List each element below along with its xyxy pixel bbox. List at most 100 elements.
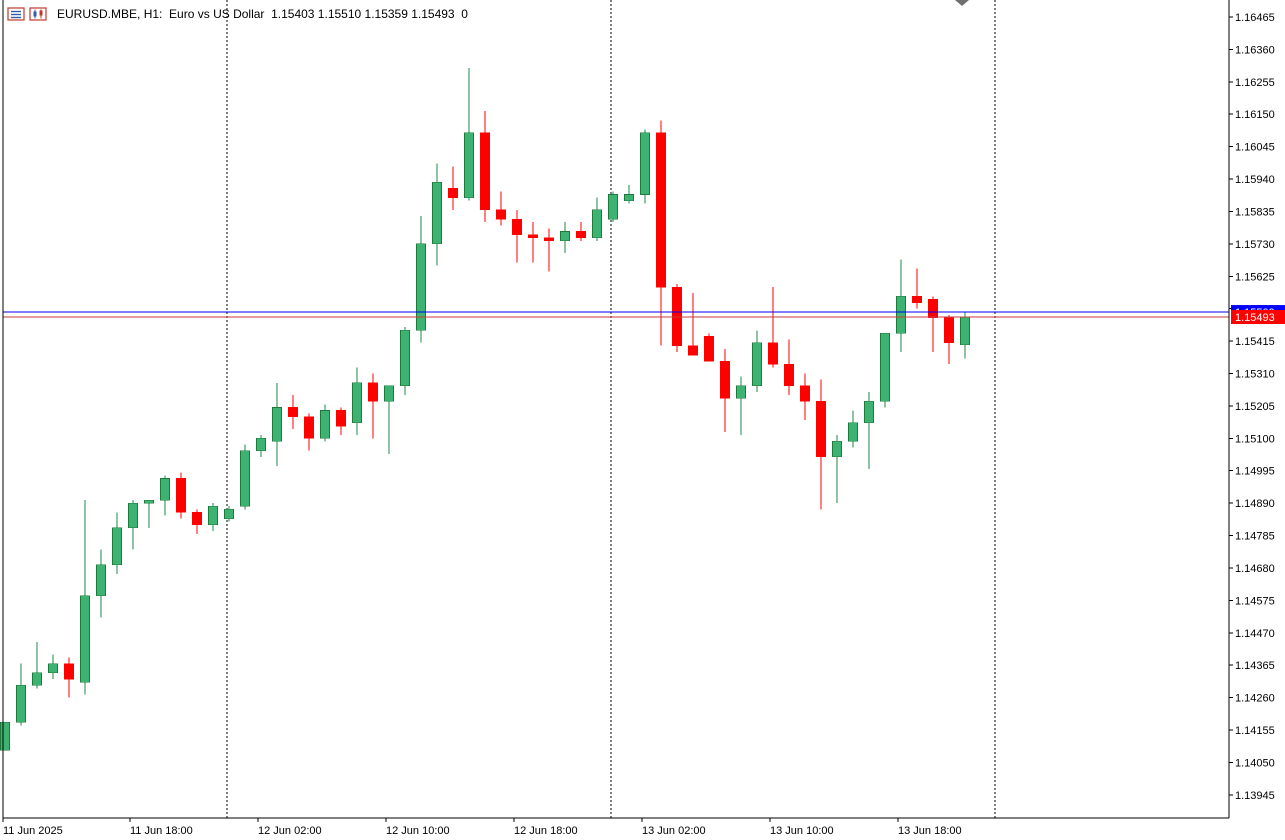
candle-body [720,360,730,399]
y-tick-label: 1.14470 [1235,628,1275,640]
y-tick-label: 1.14050 [1235,757,1275,769]
y-tick-label: 1.16150 [1235,109,1275,121]
candle-body [32,672,42,686]
candle [944,314,954,365]
candle [448,166,458,210]
candle-body [784,363,794,387]
candle [256,435,266,457]
candle-body [432,181,442,245]
candle [16,663,26,726]
y-tick-label: 1.15835 [1235,206,1275,218]
candle-body [944,317,954,343]
candle [464,67,474,201]
y-tick-label: 1.15940 [1235,174,1275,186]
candle-body [592,209,602,238]
x-tick-label: 12 Jun 18:00 [514,825,578,837]
candle-body [384,385,394,402]
candle [96,549,106,618]
candle [160,475,170,516]
candle [672,283,682,352]
candle [144,499,154,528]
candle-body [0,722,10,751]
candle-body [544,237,554,242]
chart-list-icon[interactable] [7,7,25,21]
candle [704,333,714,362]
candle [128,500,138,550]
candle-body [752,342,762,387]
y-tick-label: 1.13945 [1235,790,1275,802]
candle [48,654,58,680]
candle-body [416,243,426,331]
candle-body [960,316,970,346]
candle-body [672,286,682,347]
x-tick-label: 13 Jun 18:00 [898,825,962,837]
candle-body [576,231,586,238]
chart-title: EURUSD.MBE, H1: Euro vs US Dollar 1.1540… [57,7,468,21]
candle [560,222,570,254]
candle [320,404,330,442]
candle [608,191,618,223]
candle-body [64,663,74,680]
candle [432,163,442,266]
candle-body [368,382,378,402]
y-tick-label: 1.16255 [1235,77,1275,89]
candle-body [816,400,826,458]
candle-body [480,132,490,211]
candle [592,197,602,241]
candle-body [512,218,522,235]
y-tick-label: 1.15730 [1235,239,1275,251]
candle-body [896,296,906,334]
chart-header: EURUSD.MBE, H1: Euro vs US Dollar 1.1540… [7,5,468,23]
candle [784,339,794,396]
candle [336,407,346,436]
candle [512,209,522,263]
y-tick-label: 1.16045 [1235,142,1275,154]
candle-body [336,410,346,427]
candle [352,367,362,436]
candle [720,348,730,433]
x-tick-label: 12 Jun 10:00 [386,825,450,837]
y-tick-label: 1.14995 [1235,466,1275,478]
candle-body [224,509,234,519]
candle-body [528,234,538,238]
candle-body [256,438,266,451]
day-separators [226,0,996,818]
candle-body [128,502,138,529]
y-tick-label: 1.15100 [1235,433,1275,445]
candle-body [288,407,298,418]
candle [304,413,314,451]
candle-body [176,478,186,513]
candle [416,216,426,343]
candle-body [160,478,170,501]
candle [752,330,762,393]
candle [816,379,826,510]
x-tick-label: 12 Jun 02:00 [258,825,322,837]
y-tick-label: 1.15310 [1235,369,1275,381]
candle-body [16,684,26,723]
ohlc-values: 1.15403 1.15510 1.15359 1.15493 [271,7,455,21]
candle-body [640,132,650,195]
candle-body [800,385,810,402]
x-tick-label: 13 Jun 10:00 [770,825,834,837]
candle-body [352,382,362,424]
y-tick-label: 1.14260 [1235,693,1275,705]
volume-value: 0 [461,7,468,21]
candle-body [80,595,90,683]
candle-body [448,187,458,198]
candle-body [144,499,154,504]
candle [384,385,394,454]
candle-body [832,441,842,458]
candle-body [624,194,634,201]
candle [496,191,506,226]
y-tick-label: 1.14365 [1235,660,1275,672]
candlestick-chart-icon[interactable] [29,7,47,21]
candle [528,222,538,263]
y-tick-label: 1.16465 [1235,12,1275,24]
y-tick-label: 1.16360 [1235,44,1275,56]
y-tick-label: 1.15205 [1235,401,1275,413]
x-tick-label: 11 Jun 2025 [3,825,63,837]
shift-marker-icon [955,0,969,6]
candle-body [560,231,570,242]
candle-body [208,505,218,526]
